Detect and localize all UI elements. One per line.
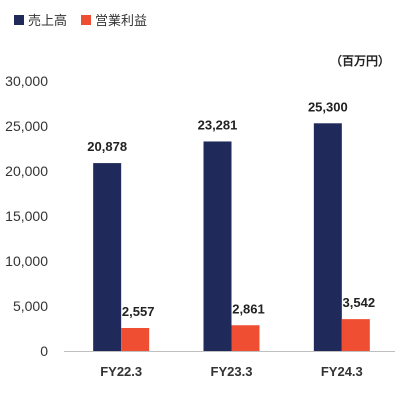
data-label: 2,861 [232,301,265,316]
bar-sales [203,141,232,351]
x-category-label: FY23.3 [211,364,253,379]
x-category-label: FY24.3 [321,364,363,379]
data-label: 20,878 [87,139,127,154]
y-tick-label: 0 [40,343,48,359]
y-tick-label: 30,000 [5,73,48,89]
y-tick-label: 10,000 [5,253,48,269]
legend-label-operating-profit: 営業利益 [95,13,148,28]
bar-operating-profit [341,319,370,351]
legend: 売上高 営業利益 [14,10,147,29]
unit-label: （百万円） [329,54,390,68]
legend-item-sales: 売上高 [14,10,67,29]
y-tick-label: 25,000 [5,118,48,134]
x-category-label: FY22.3 [100,364,142,379]
y-tick-label: 5,000 [13,298,48,314]
legend-swatch-sales [14,14,24,25]
legend-item-operating-profit: 営業利益 [81,10,147,29]
data-label: 2,557 [122,304,155,319]
data-label: 23,281 [198,117,238,132]
bar-sales [313,123,342,351]
data-label: 25,300 [308,99,348,114]
bar-operating-profit [121,327,150,351]
bar-sales [93,163,122,351]
y-tick-label: 15,000 [5,208,48,224]
legend-label-sales: 売上高 [28,13,68,28]
data-label: 3,542 [343,295,376,310]
bar-operating-profit [231,325,260,351]
y-tick-label: 20,000 [5,163,48,179]
legend-swatch-operating-profit [81,14,92,25]
